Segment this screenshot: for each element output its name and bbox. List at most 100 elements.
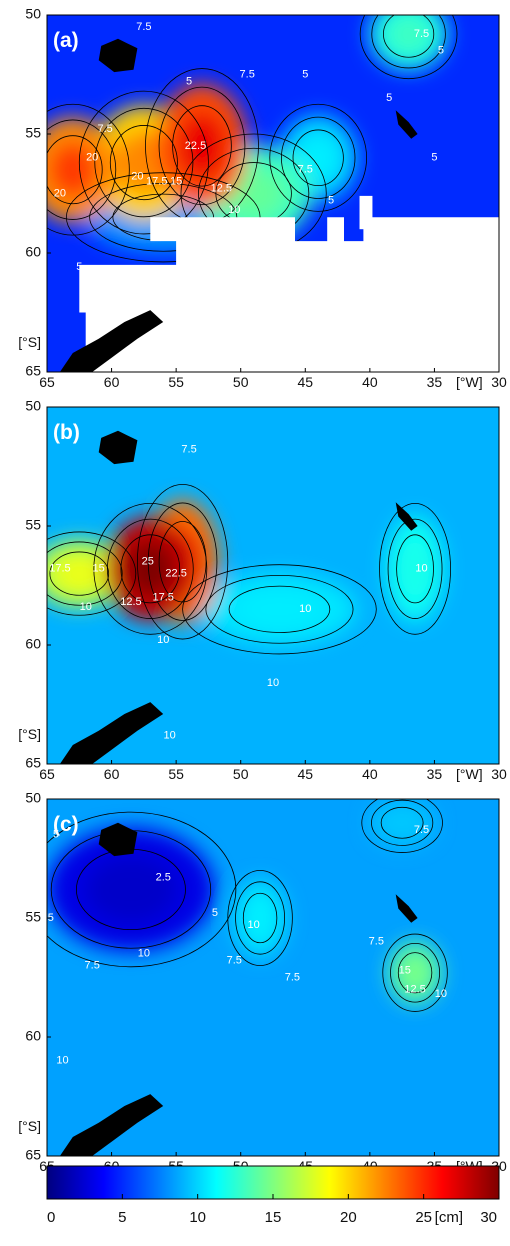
- south-georgia-land: [395, 502, 418, 531]
- heatmap-blob-core: [384, 809, 420, 836]
- contour-label: 10: [299, 603, 311, 615]
- contour-line: [379, 502, 451, 635]
- colorbar-tick-label: 20: [340, 1209, 357, 1226]
- heatmap-area: 7.5 17.5 15 12.5 10 17.5 25 22.5 10 10 10 10 10: [47, 407, 499, 764]
- x-tick-label: 30: [491, 374, 507, 390]
- contour-label: 20: [54, 187, 66, 199]
- contour-label: 10: [415, 563, 427, 575]
- heatmap-blob-core: [245, 897, 275, 939]
- contour-label: 17.5: [146, 176, 167, 188]
- y-tick-label: 55: [25, 125, 41, 141]
- contour-label: 7.5: [97, 123, 112, 135]
- x-tick-label: 45: [297, 374, 313, 390]
- x-tick-label: 30: [491, 766, 507, 782]
- contour-line: [387, 518, 443, 619]
- contour-line: [47, 541, 123, 606]
- y-unit-label: [°S]: [18, 1118, 41, 1134]
- contour-label: 10: [435, 988, 447, 1000]
- heatmap-blob-core: [54, 555, 105, 592]
- land-mass: [59, 38, 418, 372]
- plot-frame: [46, 14, 500, 373]
- contour-label: 7.5: [285, 971, 300, 983]
- y-unit-label: [°S]: [18, 726, 41, 742]
- falkland-islands-land: [98, 38, 138, 73]
- south-georgia-land: [395, 894, 418, 923]
- y-tick-label: 50: [25, 790, 41, 806]
- antarctic-peninsula-land: [59, 310, 164, 372]
- heatmap-blob-core: [399, 540, 431, 598]
- y-tick-label: 60: [25, 244, 41, 260]
- contour-label: 7.5: [252, 218, 267, 230]
- x-tick-label: 65: [39, 766, 55, 782]
- y-tick-label: 60: [25, 636, 41, 652]
- y-tick-label: 55: [25, 517, 41, 533]
- contour-label: 7.5: [136, 21, 151, 33]
- contour-label: 5: [438, 45, 444, 57]
- contour-line: [94, 107, 194, 218]
- contour-line: [227, 870, 293, 967]
- contour-line: [158, 86, 246, 206]
- x-tick-label: 35: [427, 766, 443, 782]
- plot-frame: [46, 406, 500, 765]
- contour-line: [47, 531, 137, 616]
- contour-label: 5: [186, 76, 192, 88]
- contour-line: [371, 799, 434, 846]
- contour-label: 2.5: [156, 871, 171, 883]
- antarctic-peninsula-land: [59, 1094, 164, 1156]
- contour-label: 10: [164, 729, 176, 741]
- contour-label: 10: [56, 1055, 68, 1067]
- contour-label: 7.5: [369, 936, 384, 948]
- contour-line: [396, 534, 434, 604]
- contour-label: 5: [76, 261, 82, 273]
- contour-line: [269, 103, 368, 212]
- colorbar: 0 5 10 15 20 25 30 [cm]: [46, 1165, 500, 1226]
- no-data-region: [359, 195, 373, 230]
- contour-line: [147, 502, 218, 621]
- y-tick-label: 50: [25, 6, 41, 22]
- falkland-islands-land: [98, 430, 138, 465]
- y-unit-label: [°S]: [18, 334, 41, 350]
- contour-lines: [47, 483, 451, 655]
- contour-label: 7.5: [85, 960, 100, 972]
- panel-label: (b): [53, 421, 80, 444]
- x-tick-label: 35: [427, 374, 443, 390]
- x-tick-label: 40: [362, 374, 378, 390]
- contour-line: [380, 806, 424, 839]
- contour-label: 15: [93, 563, 105, 575]
- contour-label: 5: [386, 92, 392, 104]
- falkland-islands-land: [98, 822, 138, 857]
- x-tick-label: 65: [39, 374, 55, 390]
- x-tick-label: 55: [168, 374, 184, 390]
- colorbar-scale: [46, 1165, 500, 1200]
- heatmap-field: [47, 799, 441, 1004]
- contour-label: 12.5: [404, 983, 425, 995]
- contour-label: 5: [212, 907, 218, 919]
- contour-line: [371, 15, 446, 69]
- colorbar-tick-label: 5: [118, 1209, 126, 1226]
- contour-line: [47, 135, 103, 205]
- land-mass: [59, 822, 418, 1156]
- y-tick-label: 65: [25, 755, 41, 771]
- contour-label: 7.5: [162, 223, 177, 235]
- contour-line: [137, 483, 229, 640]
- heatmap-blob-core: [84, 855, 178, 924]
- panel-label: (a): [53, 29, 79, 52]
- x-tick-label: 50: [233, 766, 249, 782]
- colorbar-ticks: 0 5 10 15 20 25 30 [cm]: [46, 1194, 500, 1226]
- contour-lines: [47, 15, 458, 263]
- contour-label: 7.5: [414, 28, 429, 40]
- south-georgia-land: [395, 110, 418, 139]
- colorbar-unit-label: [cm]: [435, 1209, 463, 1226]
- heatmap-blob-core: [387, 15, 430, 54]
- contour-label: 15: [399, 964, 411, 976]
- contour-label: 5: [53, 829, 59, 841]
- contour-line: [158, 521, 207, 603]
- contour-line: [49, 551, 110, 596]
- contour-label: 20: [86, 152, 98, 164]
- x-tick-label: 55: [168, 766, 184, 782]
- x-tick-label: 45: [297, 766, 313, 782]
- contour-label: 15: [170, 176, 182, 188]
